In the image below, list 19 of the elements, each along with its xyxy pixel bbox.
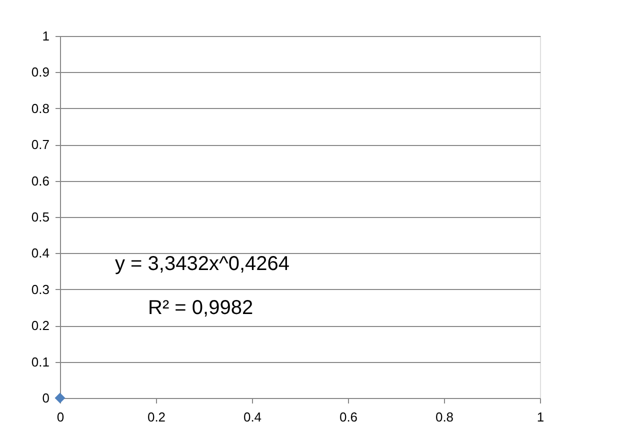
x-tick-label: 0.2 — [147, 410, 166, 424]
y-tick-label: 1 — [42, 28, 50, 44]
y-tick-label: 0.5 — [31, 210, 50, 224]
x-tick-label: 0.6 — [339, 410, 358, 424]
y-tick-label: 0.4 — [31, 246, 50, 261]
annotation: R² = 0,9982 — [148, 297, 254, 319]
y-tick-label: 0.3 — [31, 282, 50, 297]
y-tick-label: 0.2 — [31, 318, 50, 334]
y-tick-label: 0.6 — [31, 173, 50, 188]
x-tick-label: 1 — [536, 410, 544, 424]
x-tick-label: 0.8 — [435, 410, 454, 424]
x-tick-label: 0 — [56, 410, 64, 424]
y-tick-label: 0.9 — [31, 64, 50, 80]
y-tick-label: 0.8 — [31, 100, 50, 116]
x-tick-label: 0.4 — [243, 410, 262, 424]
y-tick-label: 0 — [42, 390, 50, 406]
y-tick-label: 0.1 — [31, 354, 50, 370]
annotation: y = 3,3432x^0,4264 — [115, 253, 290, 275]
y-tick-label: 0.7 — [31, 137, 50, 152]
